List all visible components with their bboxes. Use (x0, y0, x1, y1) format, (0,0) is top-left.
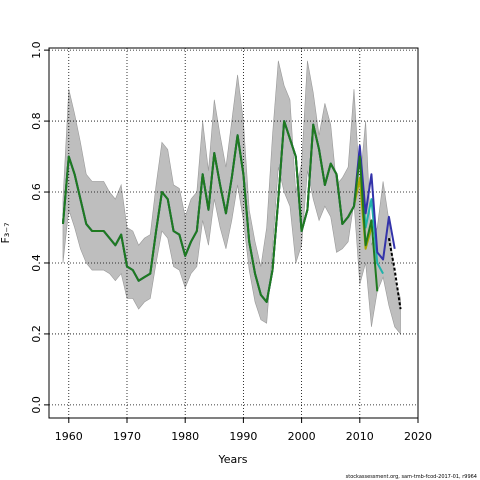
series-line (61, 120, 379, 303)
x-tick-label: 1980 (171, 430, 199, 443)
x-tick-label: 1960 (55, 430, 83, 443)
caption: stockassessment.org, sam-tmb-fcod-2017-0… (346, 474, 477, 480)
confidence-band (62, 60, 401, 335)
x-tick-label: 2000 (288, 430, 316, 443)
x-tick-label: 2010 (346, 430, 374, 443)
x-tick-label: 1970 (113, 430, 141, 443)
x-axis-label: Years (217, 453, 247, 466)
x-tick-label: 2020 (404, 430, 432, 443)
y-tick-label: 0.6 (30, 183, 43, 201)
plot-frame (48, 47, 419, 419)
y-tick-label: 0.8 (30, 112, 43, 130)
y-tick-label: 0.0 (30, 396, 43, 414)
y-axis-label: F₃₋₇ (0, 223, 12, 244)
x-tick-label: 1990 (229, 430, 257, 443)
series-line (387, 237, 402, 310)
y-tick-label: 0.2 (30, 325, 43, 343)
y-tick-label: 1.0 (30, 41, 43, 59)
y-tick-label: 0.4 (30, 254, 43, 272)
